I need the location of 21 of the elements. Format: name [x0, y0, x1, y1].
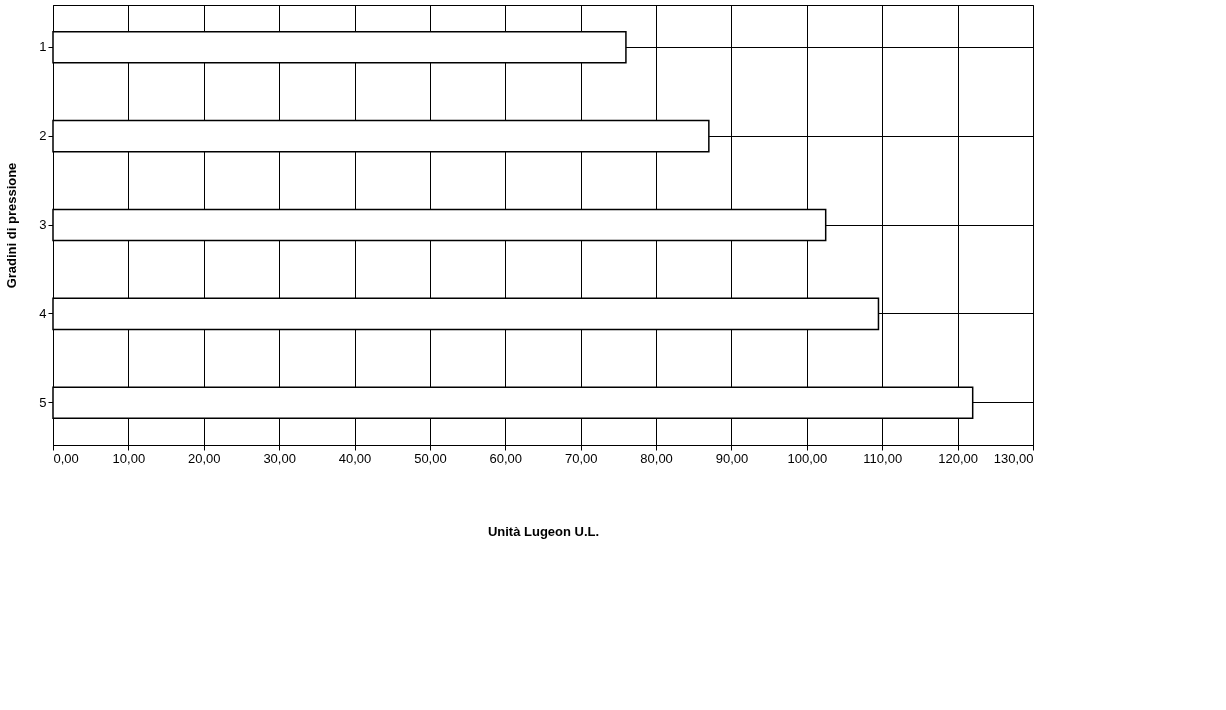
x-tick-label: 60,00 — [489, 450, 523, 466]
x-tick-label: 10,00 — [112, 450, 146, 466]
y-tick-label: 1 — [39, 39, 47, 55]
y-tick-label: 4 — [39, 305, 47, 321]
x-tick-label: 130,00 — [993, 450, 1034, 466]
x-tick-label: 0,00 — [53, 450, 79, 466]
x-tick-label: 20,00 — [188, 450, 221, 466]
x-tick-label: 30,00 — [263, 450, 296, 466]
x-tick-label: 110,00 — [863, 450, 903, 466]
y-axis-title: Gradini di pressione — [4, 162, 20, 289]
x-tick-label: 70,00 — [564, 450, 598, 466]
x-tick-label: 90,00 — [715, 450, 749, 466]
y-tick-label: 2 — [39, 128, 47, 144]
x-tick-label: 50,00 — [414, 450, 447, 466]
x-tick-label: 80,00 — [640, 450, 673, 466]
x-axis-title: Unità Lugeon U.L. — [487, 523, 600, 539]
x-tick-label: 40,00 — [338, 450, 372, 466]
y-tick-label: 3 — [39, 217, 47, 232]
y-tick-label: 5 — [39, 394, 47, 410]
x-tick-label: 120,00 — [938, 450, 978, 466]
x-tick-label: 100,00 — [787, 450, 828, 466]
